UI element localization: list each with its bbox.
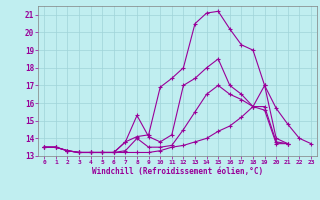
- X-axis label: Windchill (Refroidissement éolien,°C): Windchill (Refroidissement éolien,°C): [92, 167, 263, 176]
